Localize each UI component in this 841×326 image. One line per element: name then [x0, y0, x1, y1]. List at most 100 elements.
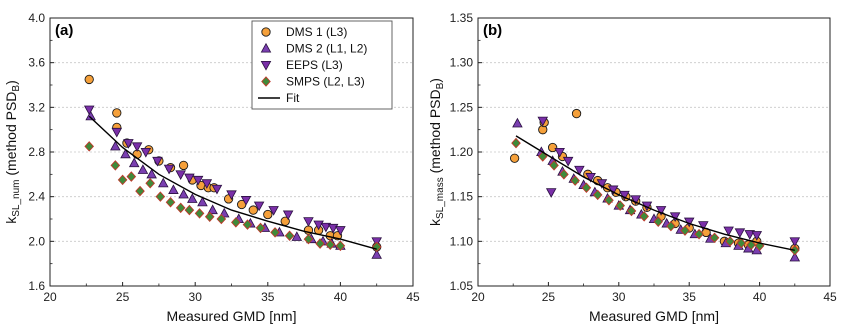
x-tick-label: 45: [823, 290, 837, 304]
legend-label: DMS 2 (L1, L2): [286, 42, 367, 56]
data-point: [698, 221, 709, 231]
data-point: [126, 171, 137, 182]
data-point: [547, 142, 558, 153]
data-point: [509, 153, 520, 163]
data-point: [574, 165, 585, 176]
data-point: [120, 148, 131, 159]
y-axis-label-end: ): [3, 80, 19, 85]
x-tick-label: 35: [683, 290, 697, 304]
data-point: [187, 193, 198, 203]
data-point: [155, 191, 166, 202]
data-point: [335, 226, 346, 236]
data-point: [744, 230, 756, 240]
data-point: [545, 188, 557, 198]
y-tick-label: 1.10: [450, 234, 474, 248]
legend-label: EEPS (L3): [286, 58, 343, 72]
data-point: [734, 228, 746, 239]
data-point: [84, 141, 95, 152]
legend: DMS 1 (L3) DMS 2 (L1, L2) EEPS (L3) SMPS (L…: [251, 20, 393, 110]
x-tick-label: 40: [753, 290, 767, 304]
legend-marker: [261, 27, 271, 37]
data-point: [581, 182, 592, 194]
legend-label: DMS 1 (L3): [286, 25, 347, 39]
y-axis-label-tail-sub: B: [435, 82, 446, 89]
data-point: [145, 177, 155, 189]
data-point: [231, 217, 241, 228]
x-tick-label: 20: [471, 290, 485, 304]
data-point: [592, 189, 603, 201]
x-tick-label: 30: [189, 290, 203, 304]
data-point: [216, 213, 227, 225]
x-axis-label: Measured GMD [nm]: [589, 308, 719, 324]
data-point: [110, 140, 121, 151]
data-point: [554, 147, 565, 158]
data-point: [511, 137, 521, 149]
data-point: [571, 108, 582, 119]
data-point: [192, 175, 204, 186]
data-point: [253, 201, 265, 212]
panel-label: (b): [483, 22, 502, 39]
data-point: [146, 168, 157, 179]
legend-label: SMPS (L2, L3): [286, 75, 365, 89]
data-point: [303, 233, 314, 245]
data-point: [242, 219, 253, 230]
data-point: [123, 139, 134, 149]
y-tick-label: 1.05: [450, 279, 474, 293]
legend-label: Fit: [286, 91, 300, 105]
data-point: [736, 237, 747, 249]
series-smps-l2-l3: [511, 137, 800, 256]
data-point: [85, 110, 96, 121]
fit-line: [515, 135, 795, 251]
data-point: [165, 196, 176, 208]
data-point: [653, 216, 664, 227]
x-tick-label: 30: [612, 290, 626, 304]
x-axis-label: Measured GMD [nm]: [167, 308, 297, 324]
data-point: [680, 225, 690, 236]
data-point: [335, 240, 346, 252]
data-point: [291, 231, 303, 241]
data-point: [630, 195, 641, 205]
data-point: [325, 239, 336, 250]
fit-line: [88, 115, 377, 250]
x-tick-label: 45: [406, 290, 420, 304]
data-point: [604, 194, 614, 206]
data-point: [666, 220, 676, 232]
data-point: [268, 206, 279, 216]
data-point: [110, 160, 121, 171]
data-point: [140, 147, 152, 158]
y-axis-label: kSL_mass (method PSDB): [427, 78, 446, 226]
y-axis-label-main: k: [3, 216, 19, 224]
data-point: [240, 196, 252, 206]
x-tick-label: 35: [261, 290, 275, 304]
data-point: [537, 151, 548, 162]
data-point: [152, 156, 163, 167]
data-point: [371, 249, 382, 259]
y-tick-label: 1.25: [450, 100, 474, 114]
series-eeps-l3: [83, 105, 382, 247]
data-point: [284, 230, 295, 242]
data-point: [84, 74, 94, 85]
data-point: [320, 222, 332, 233]
data-point: [178, 188, 189, 199]
data-point: [725, 236, 735, 247]
data-point: [746, 239, 756, 251]
data-point: [178, 160, 189, 171]
data-point: [255, 222, 266, 234]
x-tick-label: 20: [43, 290, 57, 304]
data-point: [157, 177, 169, 188]
data-point: [117, 174, 128, 186]
data-point: [226, 190, 237, 201]
data-point: [626, 205, 637, 217]
data-point: [303, 217, 314, 227]
x-tick-label: 40: [334, 290, 348, 304]
y-tick-label: 4.0: [28, 11, 45, 25]
series-dms-2-l1-l2: [85, 110, 382, 259]
data-point: [570, 175, 580, 186]
data-point: [112, 108, 122, 118]
data-point: [211, 184, 223, 195]
x-tick-label: 25: [116, 290, 130, 304]
data-point: [789, 237, 801, 247]
data-point: [549, 160, 559, 171]
data-point: [315, 238, 325, 249]
legend-box: [251, 20, 393, 110]
